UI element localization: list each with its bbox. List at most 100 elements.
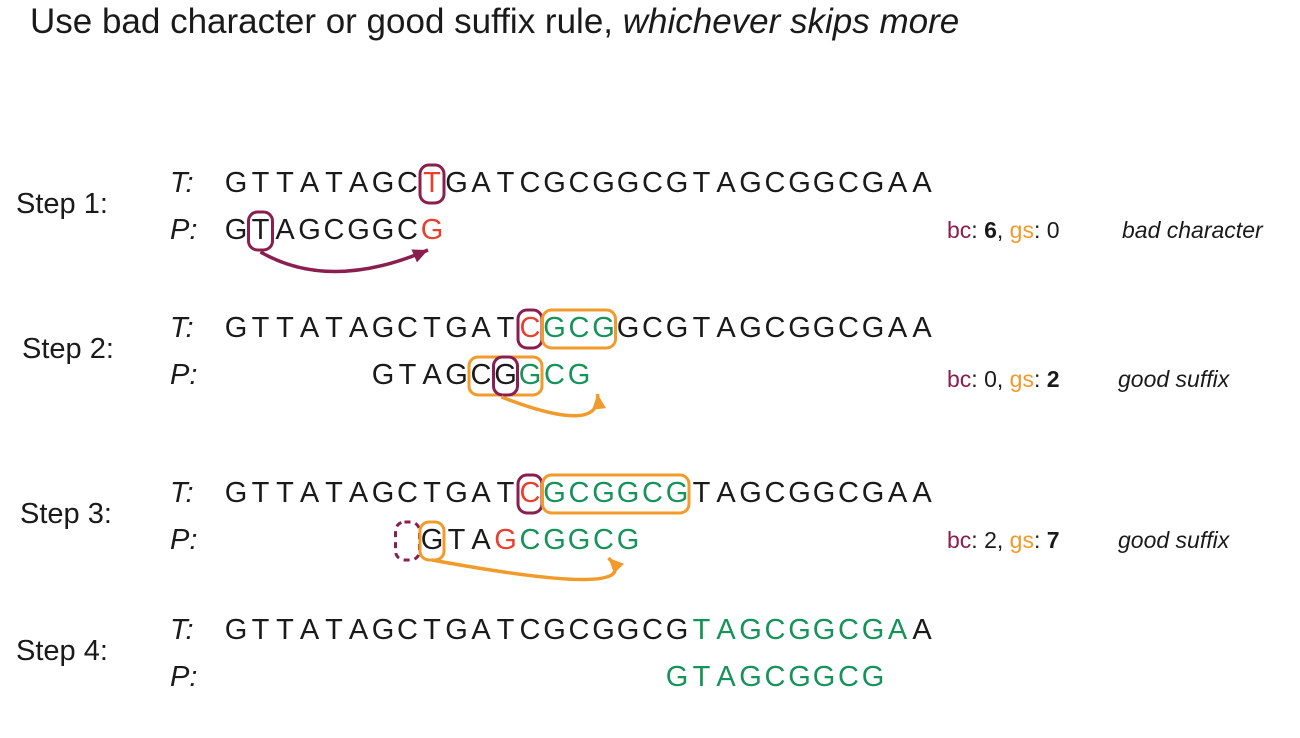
text-char: C xyxy=(764,477,786,509)
bc-label: bc xyxy=(947,366,972,392)
text-char: A xyxy=(348,167,369,199)
text-char: A xyxy=(912,614,932,646)
text-char: C xyxy=(519,477,541,509)
pattern-char: C xyxy=(838,661,859,693)
bad-character-text-box xyxy=(418,163,446,205)
good-suffix-shift-arrow xyxy=(431,556,617,582)
chosen-rule: good suffix xyxy=(1118,527,1230,553)
step-label: Step 3: xyxy=(20,498,112,530)
text-char: C xyxy=(838,167,859,199)
pattern-row-label: P: xyxy=(170,524,198,556)
text-char: G xyxy=(445,614,468,646)
text-row-label: T: xyxy=(170,167,194,199)
pattern-row-label: P: xyxy=(170,359,198,391)
pattern-char: G xyxy=(347,214,370,246)
text-char: G xyxy=(812,477,836,509)
chosen-rule: bad character xyxy=(1122,217,1263,243)
text-char: C xyxy=(764,167,786,199)
text-char: G xyxy=(739,312,762,344)
pattern-char: T xyxy=(447,524,466,556)
gs-label: gs xyxy=(1009,217,1034,243)
text-char: G xyxy=(445,167,468,199)
gs-label: gs xyxy=(1009,366,1034,392)
text-char: G xyxy=(665,477,689,509)
text-char: T xyxy=(496,477,515,509)
score-colon: : xyxy=(1033,217,1047,243)
text-char: T xyxy=(692,312,711,344)
text-row-label: T: xyxy=(170,312,194,344)
pattern-char: G xyxy=(861,661,885,693)
text-char: T xyxy=(423,167,441,199)
text-char: A xyxy=(887,167,908,199)
step-label: Step 1: xyxy=(16,188,108,220)
title-italic: whichever skips more xyxy=(622,2,960,41)
good-suffix-shift-arrow-head xyxy=(592,394,607,410)
text-char: C xyxy=(838,614,859,646)
gs-value: 2 xyxy=(1046,366,1060,392)
good-suffix-shift-arrow-head xyxy=(608,558,625,574)
text-char: A xyxy=(716,167,736,199)
diagram-title: Use bad character or good suffix rule, w… xyxy=(30,2,959,42)
text-char: T xyxy=(423,312,441,344)
good-suffix-text-box xyxy=(541,308,617,350)
text-char: G xyxy=(665,312,689,344)
pattern-char: G xyxy=(567,524,591,556)
text-char: T xyxy=(251,167,270,199)
bad-character-shift-arrow xyxy=(259,248,429,274)
bc-label: bc xyxy=(947,217,972,243)
text-char: T xyxy=(692,167,711,199)
text-char: A xyxy=(887,477,908,509)
text-char: C xyxy=(642,477,663,509)
pattern-char: G xyxy=(494,524,517,556)
skip-scores: bc: 0, gs: 2 xyxy=(947,366,1060,393)
text-char: A xyxy=(887,614,908,646)
text-char: C xyxy=(642,614,663,646)
score-sep: , xyxy=(996,366,1010,392)
pattern-char: T xyxy=(251,214,270,246)
text-char: C xyxy=(764,614,786,646)
text-char: G xyxy=(224,477,248,509)
title-plain: Use bad character or good suffix rule, xyxy=(30,2,623,41)
pattern-char: C xyxy=(470,359,492,391)
text-char: C xyxy=(642,167,663,199)
bad-character-shift-arrow-head xyxy=(411,249,428,263)
pattern-char: G xyxy=(371,359,395,391)
good-suffix-text-box xyxy=(541,473,691,515)
text-char: C xyxy=(568,167,590,199)
text-row-label: T: xyxy=(170,614,194,646)
text-char: G xyxy=(224,614,248,646)
text-char: T xyxy=(325,312,343,344)
mismatch-pattern-box xyxy=(492,355,519,397)
text-char: T xyxy=(251,312,270,344)
text-char: C xyxy=(397,614,418,646)
text-char: T xyxy=(423,614,441,646)
pattern-char: C xyxy=(544,359,565,391)
text-char: C xyxy=(642,312,663,344)
score-sep: , xyxy=(996,217,1010,243)
text-char: G xyxy=(224,312,248,344)
text-char: G xyxy=(788,477,811,509)
text-char: G xyxy=(812,614,836,646)
text-char: G xyxy=(543,477,566,509)
pattern-char: C xyxy=(764,661,786,693)
bc-label: bc xyxy=(947,527,972,553)
score-colon: : xyxy=(971,366,985,392)
pattern-char: G xyxy=(616,524,640,556)
text-char: C xyxy=(519,312,541,344)
text-char: A xyxy=(716,477,736,509)
text-char: G xyxy=(665,167,689,199)
text-char: T xyxy=(325,477,343,509)
text-char: A xyxy=(348,477,369,509)
bc-value: 2 xyxy=(984,527,997,553)
text-char: A xyxy=(912,312,932,344)
pattern-char: C xyxy=(519,524,541,556)
text-char: T xyxy=(276,312,294,344)
text-char: A xyxy=(348,614,369,646)
text-char: G xyxy=(543,614,566,646)
text-char: T xyxy=(496,614,515,646)
score-colon: : xyxy=(1033,527,1047,553)
no-match-pattern-box xyxy=(394,520,421,562)
text-char: A xyxy=(471,477,491,509)
text-char: T xyxy=(325,167,343,199)
